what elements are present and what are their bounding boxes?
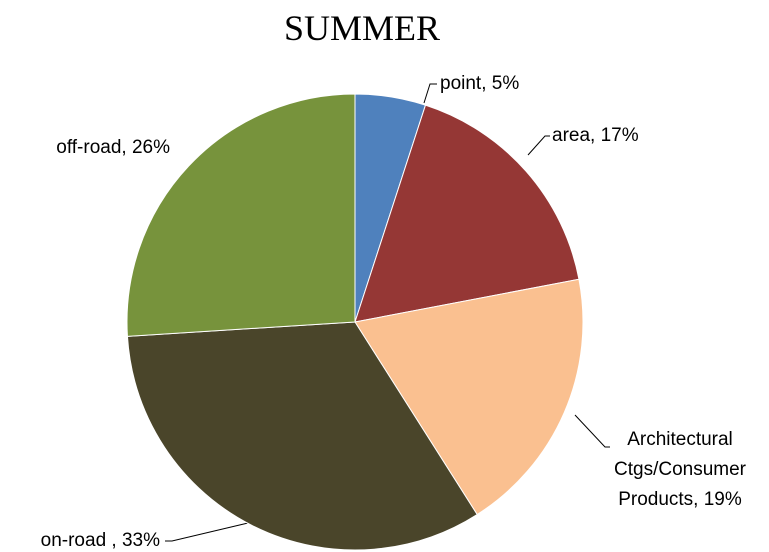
pie-slice bbox=[126, 93, 356, 337]
pie-slice bbox=[126, 321, 478, 551]
data-label: Architectural Ctgs/Consumer Products, 19% bbox=[614, 429, 747, 510]
data-label-line: Ctgs/Consumer bbox=[614, 459, 747, 480]
leader-line bbox=[527, 135, 550, 156]
leader-line bbox=[574, 414, 610, 448]
leader-line bbox=[165, 522, 249, 542]
data-label-line: point, 5% bbox=[440, 73, 519, 94]
data-label: on-road , 33% bbox=[41, 530, 160, 551]
chart-title: SUMMER bbox=[284, 8, 440, 48]
data-label-line: Architectural bbox=[627, 429, 733, 450]
data-label: off-road, 26% bbox=[56, 137, 170, 158]
data-label-line: on-road , 33% bbox=[41, 530, 160, 551]
data-label-line: Products, 19% bbox=[618, 489, 742, 510]
pie-slice bbox=[354, 278, 584, 516]
data-label-line: off-road, 26% bbox=[56, 137, 170, 158]
pie-slice bbox=[354, 104, 580, 323]
data-label-line: area, 17% bbox=[552, 125, 639, 146]
data-label: area, 17% bbox=[552, 125, 639, 146]
leader-line bbox=[423, 83, 437, 104]
data-label: point, 5% bbox=[440, 73, 519, 94]
